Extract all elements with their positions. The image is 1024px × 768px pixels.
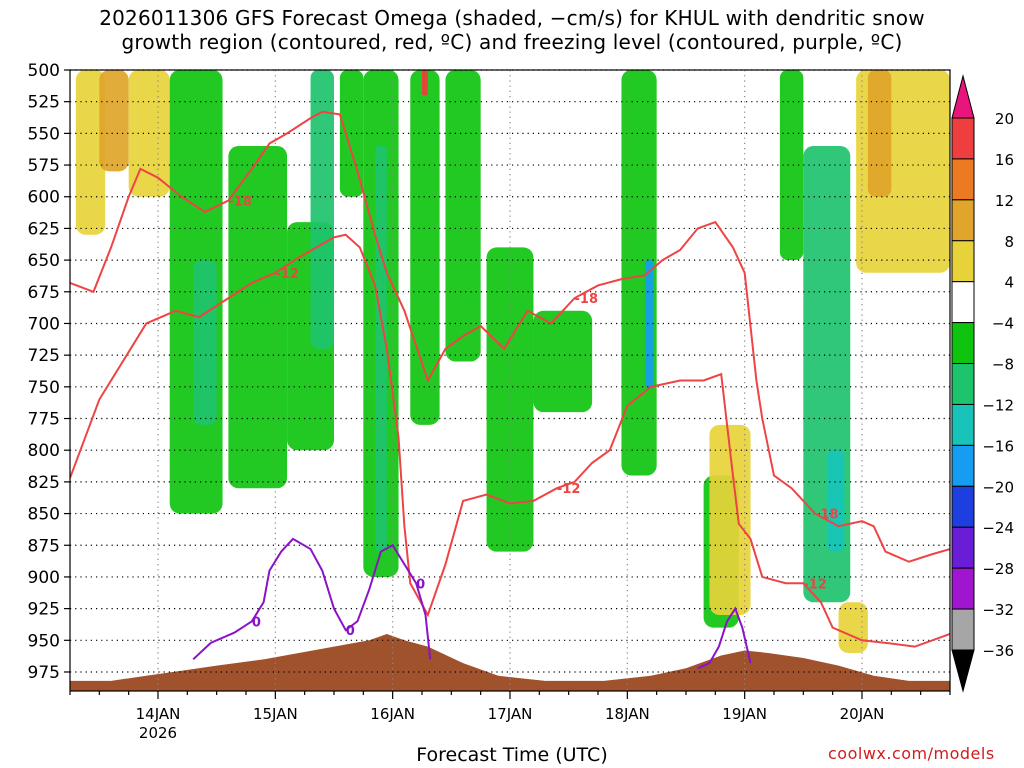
y-tick-label: 575 [28, 156, 60, 176]
colorbar-label: −28 [982, 560, 1014, 578]
x-tick-year-label: 2026 [139, 724, 177, 742]
omega-shaded-region [99, 70, 129, 172]
y-tick-label: 975 [28, 663, 60, 683]
contour-label: -12 [557, 482, 581, 497]
colorbar-label: −12 [982, 396, 1014, 414]
y-tick-label: 675 [28, 283, 60, 303]
colorbar-label: −16 [982, 437, 1014, 455]
colorbar-label: −36 [982, 642, 1014, 660]
colorbar-top-arrow [951, 74, 975, 119]
omega-shaded-region [867, 70, 892, 197]
omega-shaded-region [445, 70, 481, 362]
omega-shaded-region [410, 70, 440, 425]
x-axis-label: Forecast Time (UTC) [416, 744, 608, 766]
y-tick-label: 750 [28, 378, 60, 398]
y-tick-label: 875 [28, 536, 60, 556]
chart-title-line-1: 2026011306 GFS Forecast Omega (shaded, −… [99, 6, 925, 30]
colorbar-label: 8 [1004, 233, 1014, 251]
terrain-fill [70, 633, 950, 691]
colorbar-label: −4 [992, 315, 1014, 333]
x-tick-label: 18JAN [605, 705, 650, 723]
y-tick-label: 600 [28, 188, 60, 208]
colorbar-label: −8 [992, 356, 1014, 374]
colorbar-segment [951, 444, 975, 487]
y-tick-label: 825 [28, 473, 60, 493]
colorbar-segment [951, 322, 975, 365]
y-tick-label: 525 [28, 93, 60, 113]
y-tick-label: 775 [28, 410, 60, 430]
freezing-level-contour [192, 537, 432, 661]
dgz-contour-line [70, 233, 950, 648]
colorbar-segment [951, 281, 975, 324]
colorbar-segment [951, 117, 975, 160]
contour-label: -18 [575, 292, 599, 307]
contour-label: -12 [803, 577, 827, 592]
y-tick-label: 550 [28, 124, 60, 144]
colorbar-segment [951, 403, 975, 446]
chart-title-line-2: growth region (contoured, red, ºC) and f… [121, 30, 903, 54]
omega-shaded-region [826, 450, 845, 552]
colorbar-segment [951, 567, 975, 610]
colorbar-segment [951, 526, 975, 569]
x-tick-label: 16JAN [370, 705, 415, 723]
omega-shaded-region [644, 260, 654, 387]
omega-shaded-region [486, 247, 534, 552]
x-tick-label: 14JAN [136, 705, 181, 723]
contour-label: -12 [275, 267, 299, 282]
omega-shaded-region [422, 70, 428, 96]
credit-text: coolwx.com/models [828, 744, 995, 763]
freezing-level-contour [697, 606, 752, 670]
contour-label: 0 [252, 615, 261, 630]
omega-shaded-region [128, 70, 170, 197]
x-tick-label: 15JAN [253, 705, 298, 723]
x-tick-label: 19JAN [722, 705, 767, 723]
omega-shaded-region [533, 310, 593, 413]
colorbar-segment [951, 485, 975, 528]
colorbar-label: 16 [995, 151, 1014, 169]
contour-label: 0 [346, 624, 355, 639]
omega-shaded-region [228, 146, 288, 489]
y-tick-label: 650 [28, 251, 60, 271]
y-tick-label: 625 [28, 219, 60, 239]
y-tick-label: 850 [28, 505, 60, 525]
y-tick-label: 900 [28, 568, 60, 588]
x-tick-label: 20JAN [840, 705, 885, 723]
colorbar-bottom-arrow [951, 649, 975, 693]
y-tick-label: 500 [28, 61, 60, 81]
omega-shaded-region [838, 602, 868, 653]
colorbar-label: 12 [995, 192, 1014, 210]
contour-label: -18 [228, 195, 252, 210]
colorbar-label: −20 [982, 478, 1014, 496]
dgz-contour-line [70, 110, 950, 563]
y-tick-label: 925 [28, 600, 60, 620]
omega-shaded-region [709, 424, 751, 615]
colorbar-label: −24 [982, 519, 1014, 537]
colorbar-label: 20 [995, 110, 1014, 128]
omega-shaded-region [193, 260, 217, 425]
y-tick-label: 800 [28, 441, 60, 461]
y-tick-label: 725 [28, 346, 60, 366]
colorbar-segment [951, 199, 975, 242]
colorbar-segment [951, 240, 975, 283]
omega-shaded-region [779, 70, 804, 261]
colorbar-label: −32 [982, 601, 1014, 619]
contour-label: -18 [815, 508, 839, 523]
x-tick-label: 17JAN [488, 705, 533, 723]
omega-shaded-region [375, 146, 387, 552]
colorbar-segment [951, 608, 975, 651]
colorbar-segment [951, 158, 975, 201]
y-tick-label: 700 [28, 314, 60, 334]
omega-shaded-region [75, 70, 106, 235]
colorbar-segment [951, 363, 975, 405]
colorbar-label: 4 [1004, 274, 1014, 292]
y-tick-label: 950 [28, 631, 60, 651]
contour-label: 0 [416, 577, 425, 592]
omega-shaded-region [310, 70, 334, 349]
